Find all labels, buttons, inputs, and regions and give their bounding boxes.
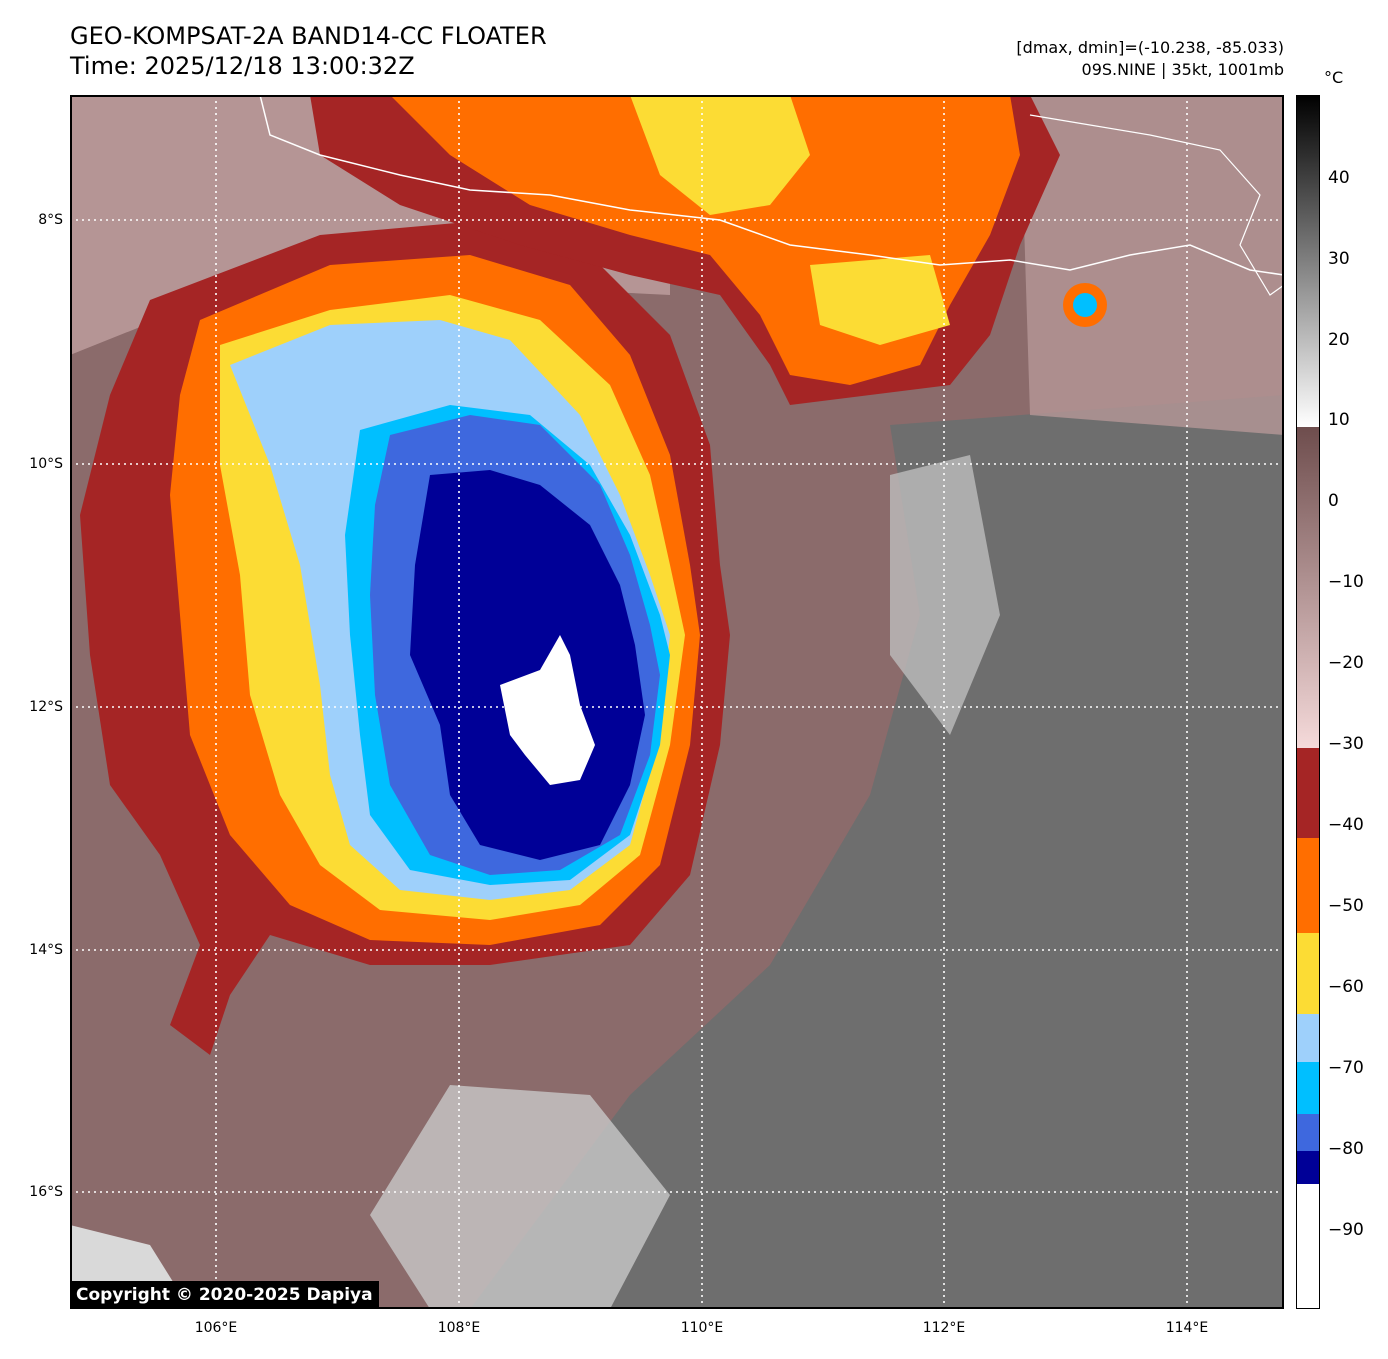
lat-label-16s: 16°S [29, 1184, 63, 1200]
island-coastline-ne [1029, 114, 1284, 296]
java-coastline [259, 95, 1284, 276]
band-minus90-core [500, 635, 595, 785]
lat-label-10s: 10°S [29, 456, 63, 472]
light-clouds-east [890, 455, 1000, 735]
storm-info: 09S.NINE | 35kt, 1001mb [1081, 60, 1284, 79]
colorbar-tick-10: 10 [1328, 410, 1350, 430]
colorbar-band-cyan [1296, 1062, 1320, 1114]
temperature-colorbar [1296, 95, 1320, 1309]
longitude-gridlines [215, 95, 1188, 1309]
latitude-gridlines [70, 219, 1284, 1193]
colorbar-tick-m70: −70 [1328, 1058, 1364, 1078]
colorbar-tick-0: 0 [1328, 491, 1339, 511]
clear-sky-region [470, 395, 1284, 1309]
colorbar-band-navy [1296, 1151, 1320, 1184]
lon-label-112e: 112°E [922, 1320, 966, 1336]
colorbar-tick-m50: −50 [1328, 896, 1364, 916]
lon-label-108e: 108°E [437, 1320, 481, 1336]
colorbar-tick-m20: −20 [1328, 653, 1364, 673]
colorbar-band-orange [1296, 838, 1320, 933]
colorbar-band-yellow [1296, 933, 1320, 1014]
lat-label-8s: 8°S [38, 212, 63, 228]
northern-convection-yellow [630, 95, 950, 345]
light-clouds-southwest [370, 1085, 670, 1309]
colorbar-band-lightblue [1296, 1014, 1320, 1062]
map-frame [70, 95, 1284, 1309]
colorbar-tick-m90: −90 [1328, 1220, 1364, 1240]
colorbar-band-red [1296, 748, 1320, 838]
lat-label-14s: 14°S [29, 942, 63, 958]
colorbar-tick-m60: −60 [1328, 977, 1364, 997]
satellite-map[interactable] [70, 95, 1284, 1309]
temperature-range: [dmax, dmin]=(-10.238, -85.033) [1016, 38, 1284, 57]
colorbar-tick-30: 30 [1328, 249, 1350, 269]
colorbar-frame [1296, 95, 1320, 1309]
small-convective-cell-core [1073, 293, 1097, 317]
colorbar-tick-m80: −80 [1328, 1139, 1364, 1159]
colorbar-band-white [1296, 1184, 1320, 1309]
colorbar-gray-segment [1296, 95, 1320, 427]
pinkish-haze-northeast [1020, 95, 1284, 435]
colorbar-tick-m40: −40 [1328, 815, 1364, 835]
lon-label-110e: 110°E [680, 1320, 724, 1336]
colorbar-band-blue [1296, 1114, 1320, 1151]
colorbar-tick-20: 20 [1328, 330, 1350, 350]
lon-label-106e: 106°E [194, 1320, 238, 1336]
copyright-banner: Copyright © 2020-2025 Dapiya [70, 1281, 379, 1309]
map-title: GEO-KOMPSAT-2A BAND14-CC FLOATER [70, 22, 547, 50]
colorbar-unit: °C [1324, 68, 1344, 87]
map-timestamp: Time: 2025/12/18 13:00:32Z [70, 52, 415, 80]
colorbar-brown-segment [1296, 427, 1320, 748]
colorbar-tick-40: 40 [1328, 168, 1350, 188]
colorbar-tick-m10: −10 [1328, 572, 1364, 592]
lat-label-12s: 12°S [29, 699, 63, 715]
lon-label-114e: 114°E [1165, 1320, 1209, 1336]
colorbar-tick-m30: −30 [1328, 734, 1364, 754]
